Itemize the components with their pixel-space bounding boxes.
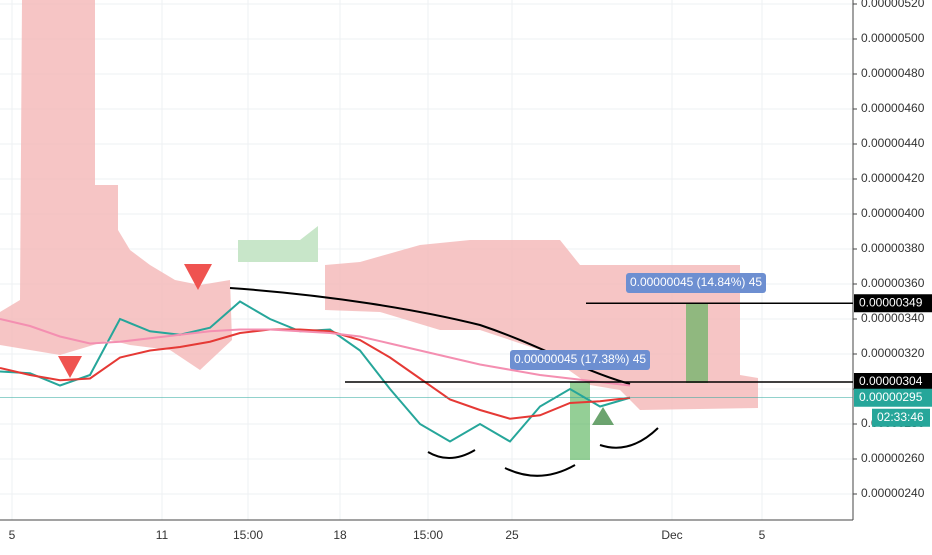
y-tick-label: 0.00000440 [861,136,925,150]
range-box [686,303,708,383]
drawing [427,449,476,459]
y-tick-label: 0.00000420 [861,171,925,185]
y-tick-label: 0.00000360 [861,276,925,290]
y-tick-label: 0.00000460 [861,101,925,115]
series-line [0,328,631,420]
cloud-green [238,226,318,262]
y-tick-label: 0.00000480 [861,66,925,80]
price-label-box [854,388,932,407]
signal-down [184,264,212,290]
countdown: 02:33:46 [877,410,924,424]
x-tick-label: 18 [333,528,347,542]
x-tick-label: 25 [505,528,519,542]
annotation: 0.00000045 (17.38%) 45 [514,352,646,366]
drawing [599,427,659,449]
price-label-box [854,294,932,313]
y-tick-label: 0.00000320 [861,346,925,360]
signal-up [592,407,614,425]
cloud [0,0,232,370]
annotation-box [510,350,650,370]
price-label: 0.00000349 [859,295,923,309]
y-tick-label: 0.00000380 [861,241,925,255]
y-tick-label: 0.00000260 [861,451,925,465]
y-tick-label: 0.00000500 [861,31,925,45]
signal-down [58,356,82,378]
annotation: 0.00000045 (14.84%) 45 [630,275,762,289]
price-label: 0.00000295 [859,390,923,404]
y-tick-label: 0.00000400 [861,206,925,220]
y-tick-label: 0.00000240 [861,486,925,500]
series-line [0,318,631,387]
x-tick-label: 15:00 [233,528,263,542]
price-label: 0.00000304 [859,374,923,388]
countdown-box [872,408,930,427]
drawing [504,464,576,477]
y-tick-label: 0.00000520 [861,0,925,10]
x-tick-label: 5 [759,528,766,542]
x-tick-label: 5 [9,528,16,542]
x-tick-label: 15:00 [413,528,443,542]
annotation-box [626,273,766,293]
x-tick-label: Dec [661,528,682,542]
x-tick-label: 11 [156,528,169,542]
y-tick-label: 0.00000340 [861,311,925,325]
price-label-box [854,373,932,391]
